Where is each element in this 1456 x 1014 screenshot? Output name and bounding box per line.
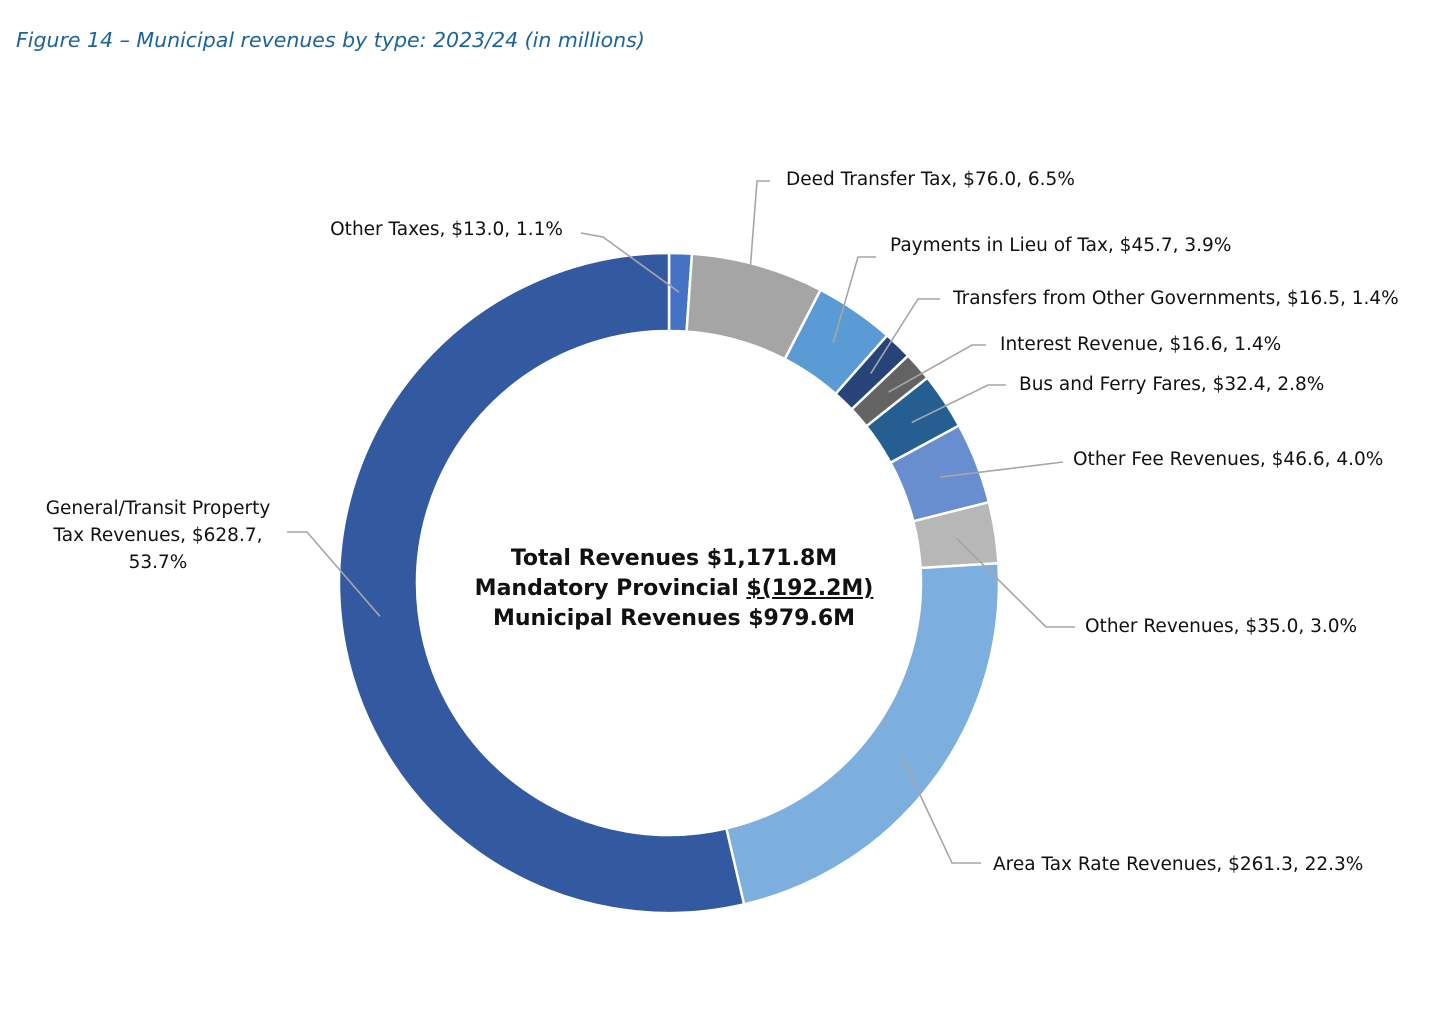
data-label-bus-ferry-fares: Bus and Ferry Fares, $32.4, 2.8% [1019,374,1324,395]
leader-line-deed-transfer-tax [746,180,770,303]
municipal-revenues-line: Municipal Revenues $979.6M [492,606,856,631]
data-label-payments-in-lieu: Payments in Lieu of Tax, $45.7, 3.9% [890,235,1231,256]
figure-title: Figure 14 – Municipal revenues by type: … [16,28,645,52]
leader-line-interest-revenue [888,344,986,393]
leader-line-other-revenues [956,537,1075,628]
data-label-interest-revenue: Interest Revenue, $16.6, 1.4% [1000,334,1281,355]
data-label-area-tax-rate: Area Tax Rate Revenues, $261.3, 22.3% [993,854,1363,875]
leader-line-payments-in-lieu [832,256,876,344]
data-label-deed-transfer-tax: Deed Transfer Tax, $76.0, 6.5% [786,169,1075,190]
data-label-other-taxes: Other Taxes, $13.0, 1.1% [330,219,563,240]
leader-lines-layer [287,180,1075,864]
leader-line-area-tax-rate [901,756,981,864]
data-label-other-revenues: Other Revenues, $35.0, 3.0% [1085,616,1357,637]
total-revenues-line: Total Revenues $1,171.8M [510,546,838,571]
slices-layer [337,251,1001,915]
leader-line-transfers-other-gov [870,298,940,374]
leader-line-other-taxes [580,232,680,293]
slice-general-transit-property [337,251,746,915]
mandatory-provincial-line: Mandatory Provincial $(192.2M) [474,576,874,601]
leader-line-other-fee-revenues [940,461,1064,478]
data-labels-layer: Other Taxes, $13.0, 1.1% Deed Transfer Ta… [46,169,1399,875]
data-label-general-transit-property: General/Transit Property Tax Revenues, $6… [46,498,271,573]
leader-line-bus-ferry-fares [911,384,1006,424]
center-summary: Total Revenues $1,171.8M Mandatory Provi… [420,544,928,634]
leader-line-general-transit-property [287,531,381,617]
data-label-transfers-other-gov: Transfers from Other Governments, $16.5,… [952,288,1399,309]
data-label-other-fee-revenues: Other Fee Revenues, $46.6, 4.0% [1073,449,1383,470]
